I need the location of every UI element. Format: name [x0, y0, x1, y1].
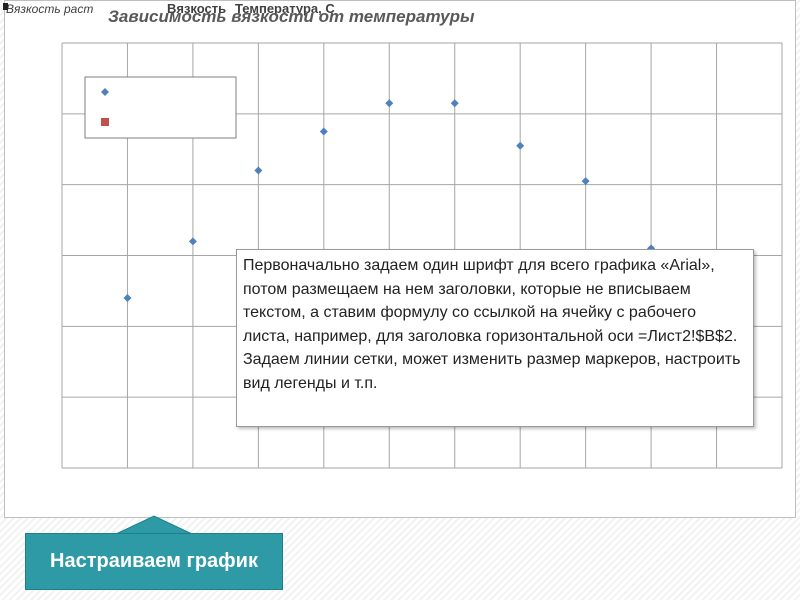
explanation-text: Первоначально задаем один шрифт для всег…: [243, 257, 741, 392]
y-axis-title-fragment: Вязкость раст: [6, 2, 93, 16]
legend-marker-square: [101, 118, 109, 126]
resize-handle-icon: [3, 3, 8, 10]
legend: [101, 88, 109, 126]
customize-chart-button[interactable]: Настраиваем график: [25, 533, 283, 590]
x-axis-title: Температура, С: [235, 1, 335, 16]
data-point: [123, 294, 132, 302]
chart-title: Зависимость вязкости от температуры: [108, 7, 475, 26]
data-point: [188, 237, 197, 246]
legend-box: [84, 76, 237, 139]
explanation-callout: Первоначально задаем один шрифт для всег…: [236, 249, 754, 427]
data-point: [516, 141, 525, 150]
customize-chart-label: Настраиваем график: [50, 550, 258, 572]
data-point: [319, 127, 328, 136]
legend-marker-diamond: [101, 88, 109, 96]
data-point: [581, 177, 590, 186]
data-point: [385, 99, 394, 108]
data-point: [450, 99, 459, 108]
data-point: [254, 166, 263, 175]
x-axis-title-fragment: Вязкость: [167, 1, 226, 16]
